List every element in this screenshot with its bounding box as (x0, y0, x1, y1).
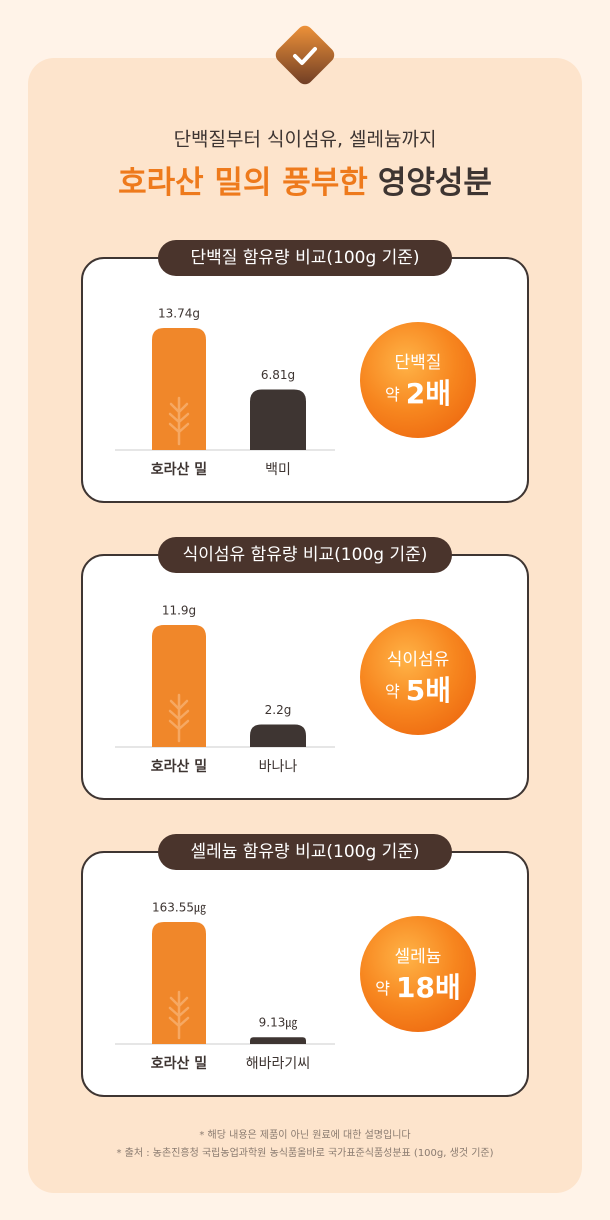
badge (360, 916, 476, 1032)
badge-multiple: 약 18배 (375, 971, 460, 1004)
category-label: 바나나 (259, 759, 298, 775)
badge-label: 단백질 (395, 353, 442, 373)
badge-prefix: 약 (375, 979, 390, 998)
wheat-icon (168, 396, 190, 446)
subtitle: 단백질부터 식이섬유, 셀레늄까지 (174, 129, 437, 151)
value-label: 6.81g (261, 368, 295, 382)
badge-value: 2배 (406, 377, 451, 410)
value-label: 13.74g (158, 307, 200, 321)
category-label: 백미 (265, 462, 291, 478)
bar (152, 328, 206, 450)
footnote: * 해당 내용은 제품이 아닌 원료에 대한 설명입니다 (199, 1128, 410, 1141)
value-label: 163.55㎍ (152, 901, 206, 915)
bar (250, 724, 306, 747)
bar (152, 625, 206, 747)
bar (152, 922, 206, 1044)
wheat-icon (168, 693, 190, 743)
badge (360, 322, 476, 438)
badge-multiple: 약 2배 (385, 377, 451, 410)
card-label-bg (158, 537, 452, 573)
bar (250, 1037, 306, 1044)
title-highlight: 호라산 밀의 풍부한 (118, 165, 368, 201)
card-label: 셀레늄 함유량 비교(100g 기준) (190, 842, 419, 862)
bar (250, 389, 306, 450)
card-label-bg (158, 240, 452, 276)
badge-prefix: 약 (385, 682, 400, 701)
value-label: 2.2g (265, 703, 292, 717)
badge-prefix: 약 (385, 385, 400, 404)
badge-label: 식이섬유 (387, 650, 450, 670)
check-icon (275, 25, 335, 85)
title-rest: 영양성분 (378, 165, 492, 201)
category-label: 호라산 밀 (151, 1055, 207, 1072)
card-label-bg (158, 834, 452, 870)
category-label: 호라산 밀 (151, 461, 207, 478)
title: 호라산 밀의 풍부한 영양성분 (118, 165, 492, 201)
card-label: 식이섬유 함유량 비교(100g 기준) (183, 545, 428, 565)
badge (360, 619, 476, 735)
value-label: 11.9g (162, 604, 196, 618)
value-label: 9.13㎍ (259, 1016, 298, 1030)
card-label: 단백질 함유량 비교(100g 기준) (190, 248, 419, 268)
badge-value: 18배 (396, 971, 461, 1004)
category-label: 해바라기씨 (246, 1056, 310, 1072)
badge-label: 셀레늄 (395, 947, 442, 967)
badge-value: 5배 (406, 674, 451, 707)
check-mark (293, 47, 317, 65)
footnote: * 출처 : 농촌진흥청 국립농업과학원 농식품올바로 국가표준식품성분표 (1… (117, 1146, 494, 1159)
badge-multiple: 약 5배 (385, 674, 451, 707)
wheat-icon (168, 990, 190, 1040)
category-label: 호라산 밀 (151, 758, 207, 775)
